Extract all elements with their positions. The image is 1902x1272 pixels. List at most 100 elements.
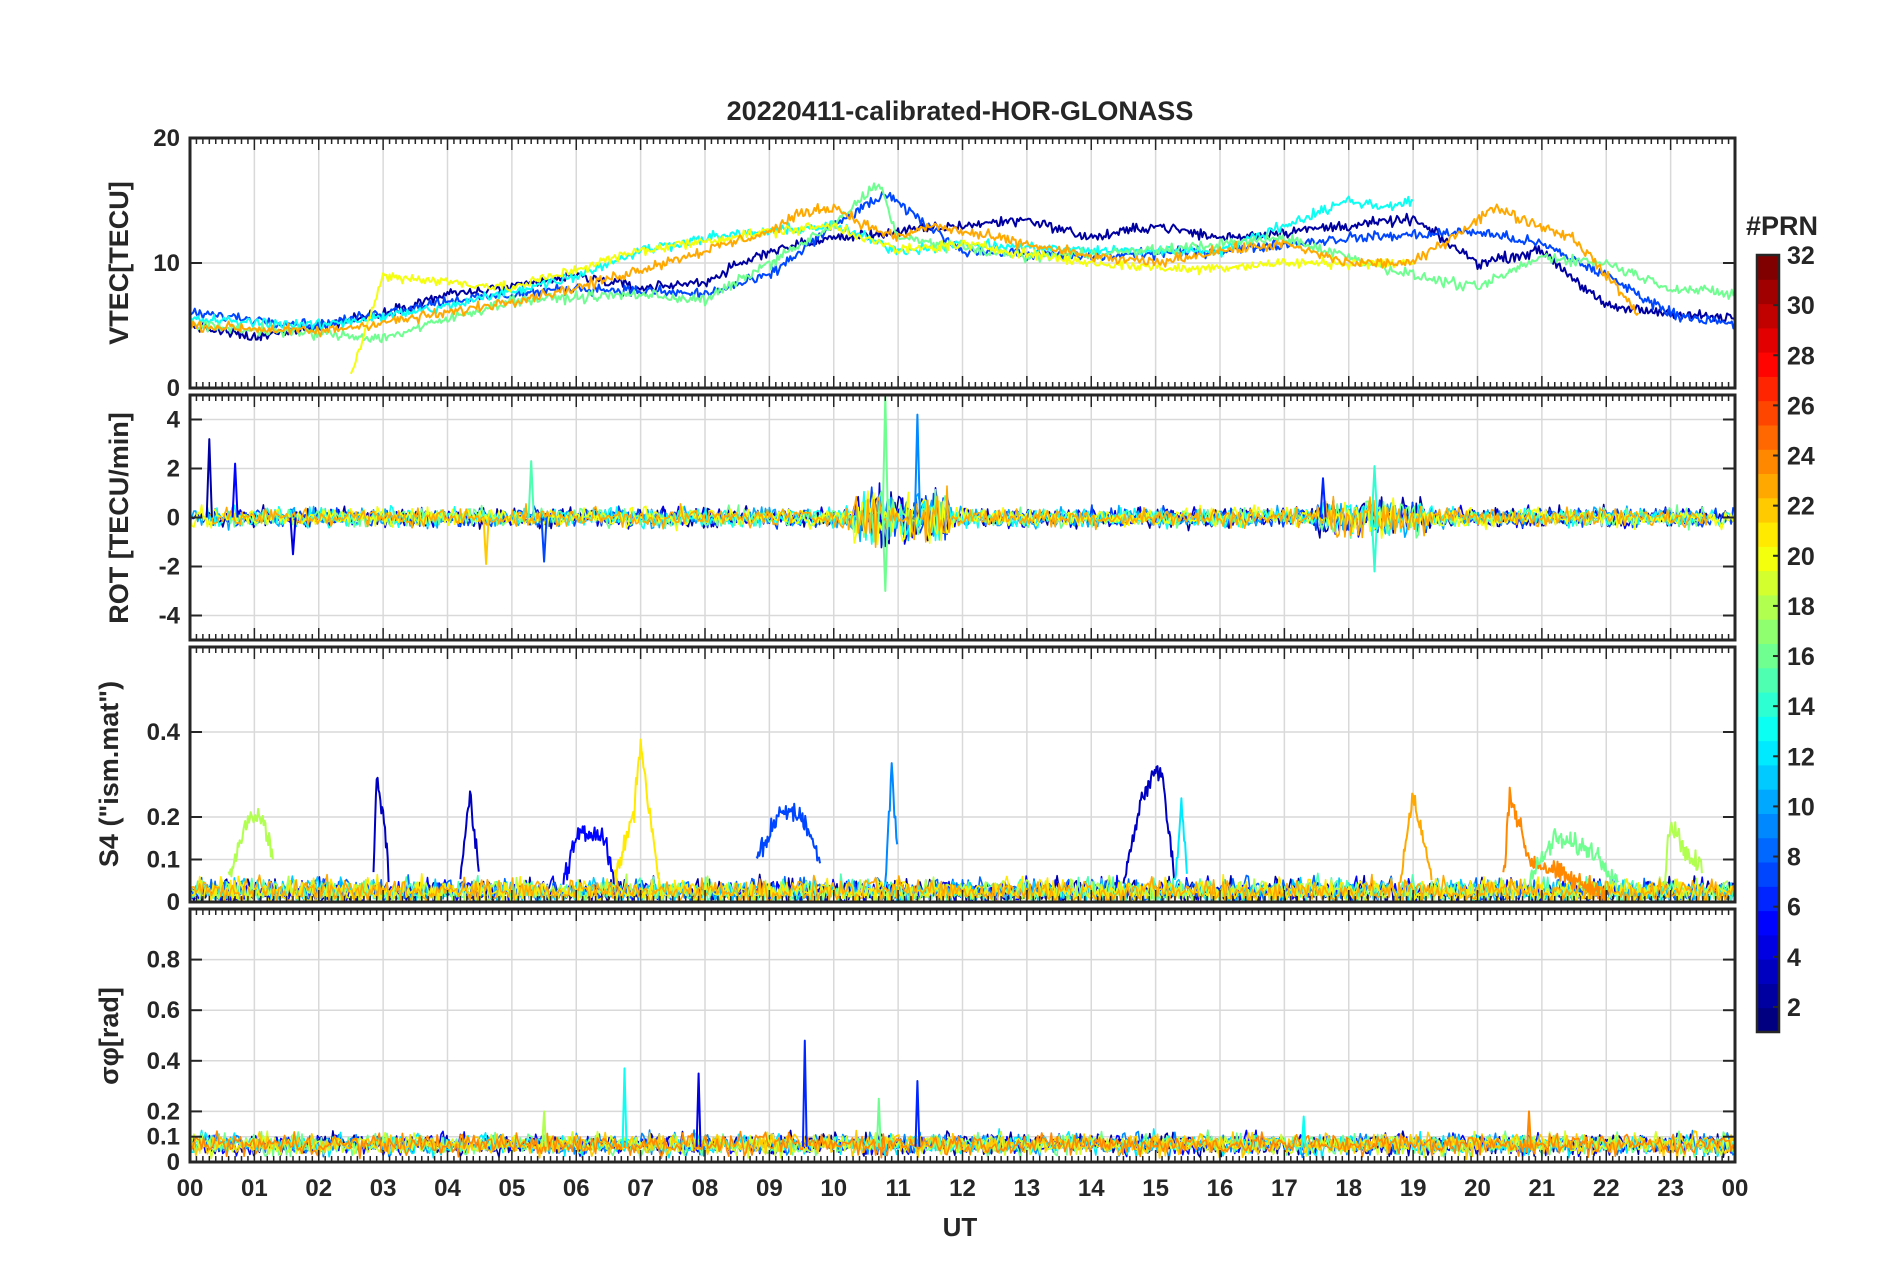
x-tick-label: 02 — [305, 1175, 332, 1202]
colorbar-level — [1757, 376, 1779, 402]
colorbar-level — [1757, 255, 1779, 280]
sigma-spike — [914, 1080, 921, 1147]
sigma-spike — [695, 1072, 702, 1147]
panel-s4: 0 0.1 0.2 0.4 S4 ("ism.mat") — [94, 645, 1737, 916]
rot-spike — [881, 517, 889, 592]
colorbar-frame — [1755, 253, 1781, 1034]
x-tick-label: 09 — [756, 1175, 783, 1202]
s4-series-prn-3 — [372, 776, 390, 883]
x-tick-label: 16 — [1207, 1175, 1234, 1202]
colorbar-level — [1757, 667, 1779, 693]
colorbar-level — [1757, 692, 1779, 717]
colorbar-tick-label: 32 — [1787, 242, 1815, 270]
plot-area — [190, 182, 1735, 375]
x-tick-label: 23 — [1657, 1175, 1684, 1202]
colorbar-tick-label: 8 — [1787, 844, 1801, 872]
plot-area — [190, 395, 1734, 592]
x-tick-label: 13 — [1014, 1175, 1041, 1202]
rot-spike — [482, 517, 490, 565]
s4-series-prn-21 — [613, 738, 660, 886]
colorbar-level — [1757, 934, 1779, 960]
colorbar-level — [1757, 473, 1779, 499]
rot-series-prn-23 — [209, 485, 1709, 548]
plot-area — [190, 1039, 1734, 1161]
colorbar-tick-label: 28 — [1787, 342, 1815, 370]
colorbar-level — [1757, 862, 1779, 887]
rot-spike — [881, 395, 889, 518]
sigma-spike — [875, 1097, 882, 1147]
colorbar-tick-label: 6 — [1787, 894, 1801, 922]
colorbar-level — [1757, 837, 1779, 863]
panel-rot: -4 -2 0 2 4 ROT [TECU/min] — [104, 393, 1737, 642]
y-tick-label: 10 — [153, 250, 180, 277]
colorbar-level — [1757, 813, 1779, 839]
y-tick-label: 0 — [167, 889, 180, 916]
y-tick-label: 0.2 — [147, 1098, 180, 1125]
rot-spike — [913, 413, 921, 518]
y-axis-label: σφ[rad] — [94, 987, 124, 1085]
y-tick-label: 0.1 — [147, 1124, 180, 1151]
x-axis-label: UT — [943, 1212, 978, 1242]
y-tick-label: 0.1 — [147, 847, 180, 874]
colorbar-tick-label: 22 — [1787, 493, 1815, 521]
y-axis-label: S4 ("ism.mat") — [94, 681, 124, 867]
y-tick-label: 0 — [167, 375, 180, 402]
y-tick-label: 0.4 — [147, 1048, 181, 1075]
rot-spike — [540, 517, 548, 563]
rot-spike — [1319, 477, 1327, 518]
x-tick-label: 17 — [1271, 1175, 1298, 1202]
y-tick-label: 4 — [167, 407, 181, 434]
colorbar-level — [1757, 400, 1779, 426]
colorbar-tick-label: 26 — [1787, 392, 1815, 420]
colorbar-level — [1757, 764, 1779, 790]
sigma-series-prn-24 — [190, 1130, 1734, 1160]
s4-series-prn-9 — [884, 762, 899, 882]
x-tick-label: 15 — [1142, 1175, 1169, 1202]
colorbar-level — [1757, 546, 1779, 572]
colorbar-level — [1757, 449, 1779, 475]
x-tick-label: 21 — [1529, 1175, 1556, 1202]
panel-sigma_phi: 00.10.2 0.4 0.6 0.8 σφ[rad] — [94, 907, 1737, 1176]
colorbar-tick-label: 14 — [1787, 693, 1815, 721]
sigma-spike — [1300, 1115, 1307, 1147]
vtec-series-prn-20 — [349, 222, 1414, 375]
x-tick-label: 03 — [370, 1175, 397, 1202]
colorbar-level — [1757, 303, 1779, 329]
s4-series-prn-5 — [562, 825, 615, 885]
y-tick-label: 20 — [153, 125, 180, 152]
y-tick-label: -2 — [159, 554, 180, 581]
s4-series-prn-3 — [459, 790, 480, 880]
panel-vtec: 0 10 20 VTEC[TECU] — [104, 125, 1737, 402]
colorbar-tick-label: 4 — [1787, 944, 1801, 972]
y-tick-label: 2 — [167, 456, 180, 483]
colorbar-tick-label: 24 — [1787, 443, 1815, 471]
vtec-series-prn-7 — [190, 191, 1735, 332]
colorbar-tick-label: 20 — [1787, 543, 1815, 571]
x-tick-label: 19 — [1400, 1175, 1427, 1202]
s4-series-prn-24 — [1502, 786, 1607, 902]
y-axis-label: VTEC[TECU] — [104, 181, 134, 345]
x-tick-label: 07 — [627, 1175, 654, 1202]
rot-spike — [289, 517, 297, 556]
x-tick-label: 06 — [563, 1175, 590, 1202]
colorbar-level — [1757, 716, 1779, 742]
s4-series-prn-18 — [227, 807, 274, 878]
colorbar-level — [1757, 740, 1779, 766]
sigma-spike — [801, 1039, 808, 1147]
figure-title: 20220411-calibrated-HOR-GLONASS — [727, 96, 1194, 126]
colorbar-tick-label: 2 — [1787, 994, 1801, 1022]
y-tick-label: 0.2 — [147, 804, 180, 831]
colorbar-tick-label: 18 — [1787, 593, 1815, 621]
x-tick-label: 12 — [949, 1175, 976, 1202]
sigma-spike — [1526, 1110, 1532, 1147]
colorbar-tick-label: 12 — [1787, 743, 1815, 771]
s4-series-prn-16 — [1528, 828, 1619, 888]
sigma-spike — [541, 1110, 547, 1147]
x-tick-label: 14 — [1078, 1175, 1105, 1202]
colorbar-level — [1757, 983, 1779, 1009]
colorbar-level — [1757, 886, 1779, 912]
colorbar-level — [1757, 327, 1779, 353]
colorbar-level — [1757, 1007, 1779, 1033]
